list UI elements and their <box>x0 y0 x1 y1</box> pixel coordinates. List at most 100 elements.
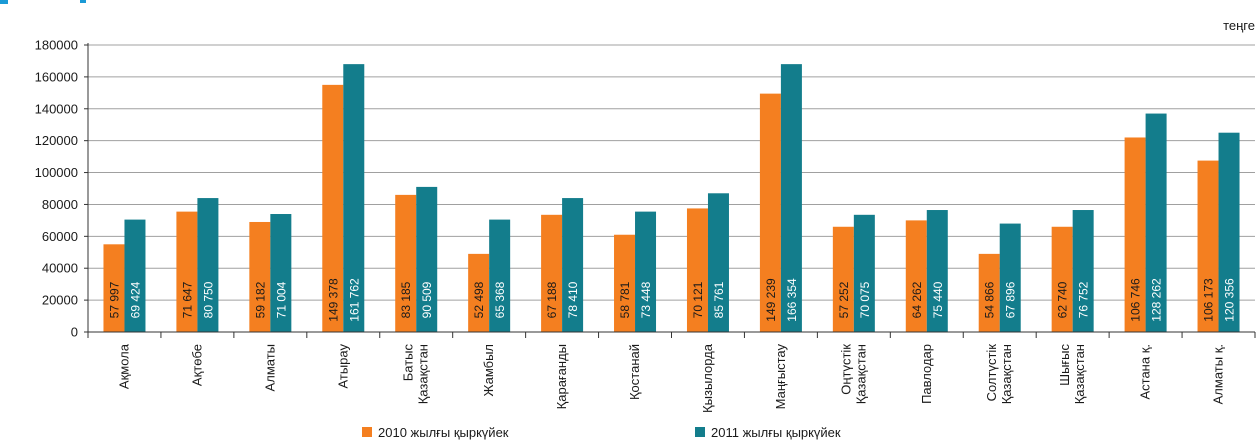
category-label: Маңғыстау <box>773 344 788 410</box>
bar-value-label: 64 262 <box>910 281 924 318</box>
y-tick-label: 60000 <box>42 229 78 244</box>
bar-2010 <box>614 234 636 332</box>
bar-2010 <box>468 253 490 332</box>
category-label: Қазақстан <box>999 344 1014 404</box>
y-tick-label: 140000 <box>35 101 78 116</box>
bar-value-label: 57 252 <box>837 281 851 318</box>
bar-2010 <box>103 244 125 332</box>
category-label: Атырау <box>335 344 350 389</box>
bar-2011 <box>780 64 802 332</box>
y-tick-label: 0 <box>71 325 78 340</box>
bar-2010 <box>249 221 271 332</box>
bar-value-label: 54 866 <box>983 281 997 318</box>
bar-2010 <box>1124 137 1146 332</box>
category-label: Оңтүстік <box>838 344 853 395</box>
bar-2010 <box>905 220 927 332</box>
bar-2011 <box>416 186 438 332</box>
bar-2011 <box>343 64 365 332</box>
bar-value-label: 80 750 <box>201 281 215 318</box>
category-label: Алматы <box>262 344 277 391</box>
category-label: Қарағанды <box>554 344 569 409</box>
bar-value-label: 149 378 <box>326 278 340 322</box>
bar-2011 <box>853 214 875 332</box>
category-label: Алматы қ. <box>1211 344 1226 404</box>
bar-value-label: 149 239 <box>764 278 778 322</box>
bar-2011 <box>1145 113 1167 332</box>
bar-2011 <box>562 198 584 332</box>
bar-value-label: 78 410 <box>566 281 580 318</box>
bar-2011 <box>999 223 1021 332</box>
y-tick-label: 20000 <box>42 293 78 308</box>
bar-value-label: 73 448 <box>639 281 653 318</box>
bar-2011 <box>1218 132 1240 332</box>
bar-value-label: 70 075 <box>858 281 872 318</box>
bar-value-label: 65 368 <box>493 281 507 318</box>
bar-2011 <box>707 193 729 332</box>
bar-2011 <box>270 214 292 332</box>
bar-value-label: 58 781 <box>618 281 632 318</box>
bar-2010 <box>832 226 854 332</box>
bar-value-label: 71 647 <box>180 281 194 318</box>
bar-2010 <box>1051 226 1073 332</box>
bar-value-label: 90 509 <box>420 281 434 318</box>
bar-2010 <box>395 194 417 332</box>
bar-2010 <box>541 214 563 332</box>
bar-value-label: 128 262 <box>1150 278 1164 322</box>
category-label: Қызылорда <box>700 343 715 413</box>
bar-2010 <box>176 211 198 332</box>
header-accent <box>0 0 8 4</box>
category-label: Қазақстан <box>416 344 431 404</box>
category-label: Шығыс <box>1057 344 1072 386</box>
bar-value-label: 83 185 <box>399 281 413 318</box>
bar-2010 <box>322 84 344 332</box>
bar-value-label: 161 762 <box>347 278 361 322</box>
bar-value-label: 106 746 <box>1129 278 1143 322</box>
category-label: Ақтөбе <box>189 344 204 386</box>
bar-2011 <box>197 198 219 332</box>
bar-2011 <box>1072 210 1094 332</box>
bar-2011 <box>635 211 657 332</box>
bar-value-label: 59 182 <box>253 281 267 318</box>
bar-value-label: 106 173 <box>1202 278 1216 322</box>
bar-value-label: 76 752 <box>1077 281 1091 318</box>
bar-2010 <box>978 253 1000 332</box>
legend-label: 2011 жылғы қыркүйек <box>711 425 841 440</box>
y-tick-label: 100000 <box>35 165 78 180</box>
legend-label: 2010 жылғы қыркүйек <box>378 425 509 440</box>
y-tick-label: 80000 <box>42 197 78 212</box>
bar-2011 <box>489 219 511 332</box>
bar-value-label: 75 440 <box>931 281 945 318</box>
header-accent <box>80 0 86 3</box>
bar-value-label: 71 004 <box>274 281 288 318</box>
bar-2010 <box>1197 160 1219 332</box>
bar-value-label: 166 354 <box>785 278 799 322</box>
category-label: Қазақстан <box>853 344 868 404</box>
bar-value-label: 120 356 <box>1223 278 1237 322</box>
category-label: Павлодар <box>919 344 934 404</box>
category-label: Қостанай <box>627 344 642 400</box>
bar-value-label: 52 498 <box>472 281 486 318</box>
legend-swatch <box>695 427 705 437</box>
bar-2011 <box>926 210 948 332</box>
category-label: Жамбыл <box>481 344 496 397</box>
y-tick-label: 160000 <box>35 69 78 84</box>
bar-value-label: 57 997 <box>107 281 121 318</box>
bar-2011 <box>124 219 146 332</box>
y-tick-label: 40000 <box>42 261 78 276</box>
y-tick-label: 180000 <box>35 38 78 53</box>
bar-value-label: 62 740 <box>1056 281 1070 318</box>
bar-value-label: 85 761 <box>712 281 726 318</box>
bar-value-label: 70 121 <box>691 281 705 318</box>
category-label: Солтүстік <box>984 344 999 402</box>
y-tick-label: 120000 <box>35 133 78 148</box>
bar-2010 <box>759 93 781 332</box>
bar-2010 <box>686 208 708 332</box>
bar-value-label: 69 424 <box>128 281 142 318</box>
category-label: Қазақстан <box>1072 344 1087 404</box>
bar-value-label: 67 188 <box>545 281 559 318</box>
bar-value-label: 67 896 <box>1004 281 1018 318</box>
unit-label: теңге <box>1223 18 1255 33</box>
legend-swatch <box>362 427 372 437</box>
